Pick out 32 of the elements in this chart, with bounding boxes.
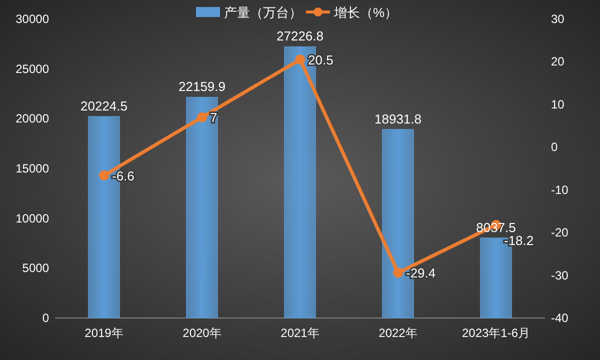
point bbox=[99, 170, 109, 180]
y-tick-label: 5000 bbox=[22, 261, 50, 276]
x-tick-label: 2022年 bbox=[378, 326, 418, 340]
y-tick-label: 25000 bbox=[16, 62, 50, 76]
point bbox=[295, 54, 305, 65]
y-tick-label: 0 bbox=[42, 311, 50, 325]
legend-label: 增长（%） bbox=[333, 5, 398, 20]
point bbox=[393, 268, 403, 278]
y2-tick-label: -20 bbox=[551, 226, 569, 240]
point bbox=[197, 112, 207, 122]
y2-tick-label: 10 bbox=[551, 97, 565, 112]
legend-label: 产量（万台） bbox=[224, 5, 302, 20]
data-label: 20224.5 bbox=[80, 98, 128, 114]
y2-tick-label: 0 bbox=[551, 140, 558, 154]
y2-tick-label: -10 bbox=[551, 182, 569, 197]
data-label: 22159.9 bbox=[178, 79, 226, 94]
y-tick-label: 10000 bbox=[16, 211, 50, 226]
y-tick-label: 30000 bbox=[16, 12, 50, 26]
data-label: 18931.8 bbox=[374, 111, 422, 126]
x-tick-label: 2023年1-6月 bbox=[462, 326, 530, 340]
y-tick-label: 20000 bbox=[16, 112, 50, 126]
x-tick-label: 2019年 bbox=[84, 326, 124, 340]
y2-tick-label: -40 bbox=[551, 311, 569, 325]
y2-tick-label: 20 bbox=[551, 54, 565, 69]
x-tick-label: 2020年 bbox=[182, 326, 222, 340]
x-tick-label: 2021年 bbox=[280, 326, 320, 340]
y2-tick-label: 30 bbox=[551, 12, 565, 26]
bar bbox=[186, 96, 218, 318]
y-tick-label: 15000 bbox=[16, 162, 50, 176]
y2-tick-label: -30 bbox=[551, 268, 569, 282]
data-label: 7 bbox=[210, 110, 218, 126]
data-label: 27226.8 bbox=[276, 28, 324, 44]
